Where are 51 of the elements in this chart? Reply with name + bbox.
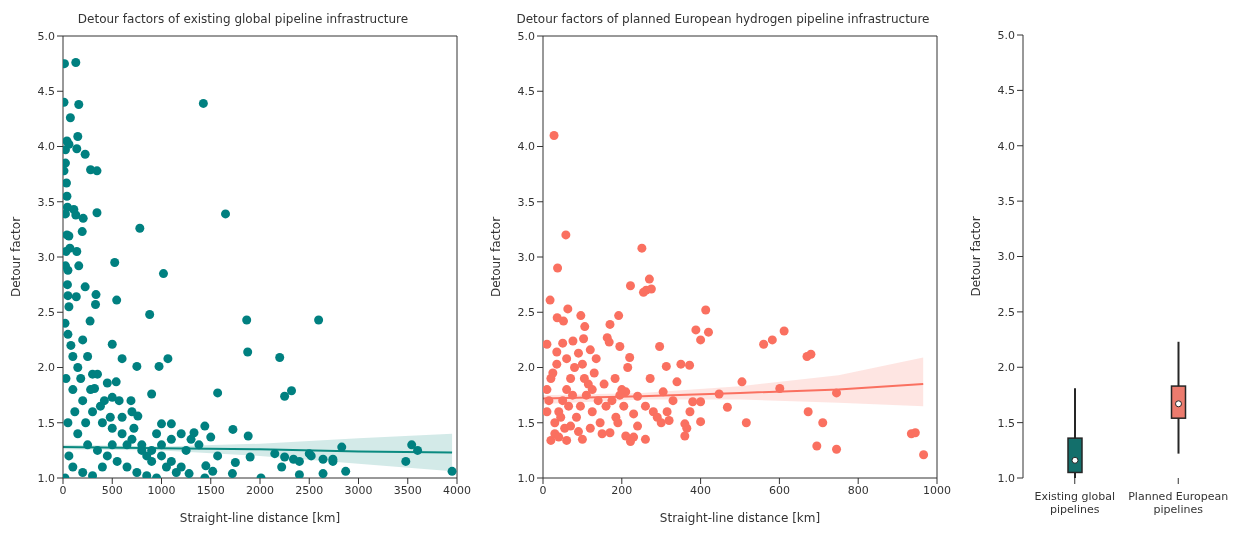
x-tick-label: 3500 bbox=[393, 483, 422, 497]
y-tick-label: 4.0 bbox=[37, 140, 55, 154]
y-axis-title: Detour factor bbox=[969, 216, 984, 297]
x-tick-label: 200 bbox=[611, 483, 633, 497]
y-tick-label: 4.0 bbox=[517, 140, 535, 154]
y-tick-label: 3.0 bbox=[997, 250, 1015, 264]
y-tick-label: 2.5 bbox=[997, 305, 1015, 319]
x-tick-label: 3000 bbox=[344, 483, 373, 497]
y-tick-label: 3.5 bbox=[997, 195, 1015, 209]
x-tick-label: 800 bbox=[847, 483, 869, 497]
y-tick-label: 2.0 bbox=[517, 361, 535, 375]
y-tick-label: 1.5 bbox=[517, 416, 535, 430]
chart-title: Detour factors of planned European hydrogen pipeline infrastructure bbox=[515, 11, 931, 28]
y-tick-label: 2.5 bbox=[37, 306, 55, 320]
y-axis-title: Detour factor bbox=[489, 216, 504, 298]
y-tick-label: 1.0 bbox=[997, 471, 1015, 485]
x-axis-title: Straight-line distance [km] bbox=[659, 511, 821, 525]
x-tick-label: 400 bbox=[690, 483, 712, 497]
x-tick-label: 0 bbox=[539, 483, 547, 497]
y-axis-title: Detour factor bbox=[9, 216, 24, 298]
x-axis-title: Straight-line distance [km] bbox=[179, 511, 341, 525]
x-tick-label: 1500 bbox=[196, 483, 225, 497]
y-tick-label: 1.5 bbox=[37, 416, 55, 430]
y-tick-label: 3.0 bbox=[37, 250, 55, 264]
y-tick-label: 4.5 bbox=[517, 85, 535, 99]
x-tick-label: 1000 bbox=[923, 483, 951, 497]
y-tick-label: 2.5 bbox=[517, 306, 535, 320]
y-tick-label: 3.5 bbox=[37, 195, 55, 209]
y-tick-label: 1.0 bbox=[517, 471, 535, 485]
y-tick-label: 4.5 bbox=[997, 84, 1015, 98]
y-tick-label: 2.0 bbox=[997, 361, 1015, 375]
y-tick-label: 3.0 bbox=[517, 250, 535, 264]
y-tick-label: 3.5 bbox=[517, 195, 535, 209]
y-tick-label: 5.0 bbox=[37, 29, 55, 43]
y-tick-label: 2.0 bbox=[37, 361, 55, 375]
x-tick-label: 2500 bbox=[295, 483, 324, 497]
x-tick-label: 1000 bbox=[147, 483, 176, 497]
x-tick-label: 500 bbox=[101, 483, 123, 497]
x-tick-label: 600 bbox=[768, 483, 790, 497]
y-tick-label: 5.0 bbox=[517, 29, 535, 43]
y-tick-label: 1.0 bbox=[37, 471, 55, 485]
x-tick-label: 2000 bbox=[246, 483, 274, 497]
x-tick-label: 0 bbox=[59, 483, 67, 497]
x-tick-label: 4000 bbox=[443, 483, 471, 497]
x-tick-label: Existing global pipelines bbox=[1034, 490, 1116, 516]
y-tick-label: 4.0 bbox=[997, 139, 1015, 153]
x-tick-label: Planned European pipelines bbox=[1128, 490, 1229, 516]
chart-title: Detour factors of existing global pipeline infrastructure bbox=[76, 11, 410, 28]
y-tick-label: 4.5 bbox=[37, 85, 55, 99]
y-tick-label: 5.0 bbox=[997, 28, 1015, 42]
y-tick-label: 1.5 bbox=[997, 416, 1015, 430]
